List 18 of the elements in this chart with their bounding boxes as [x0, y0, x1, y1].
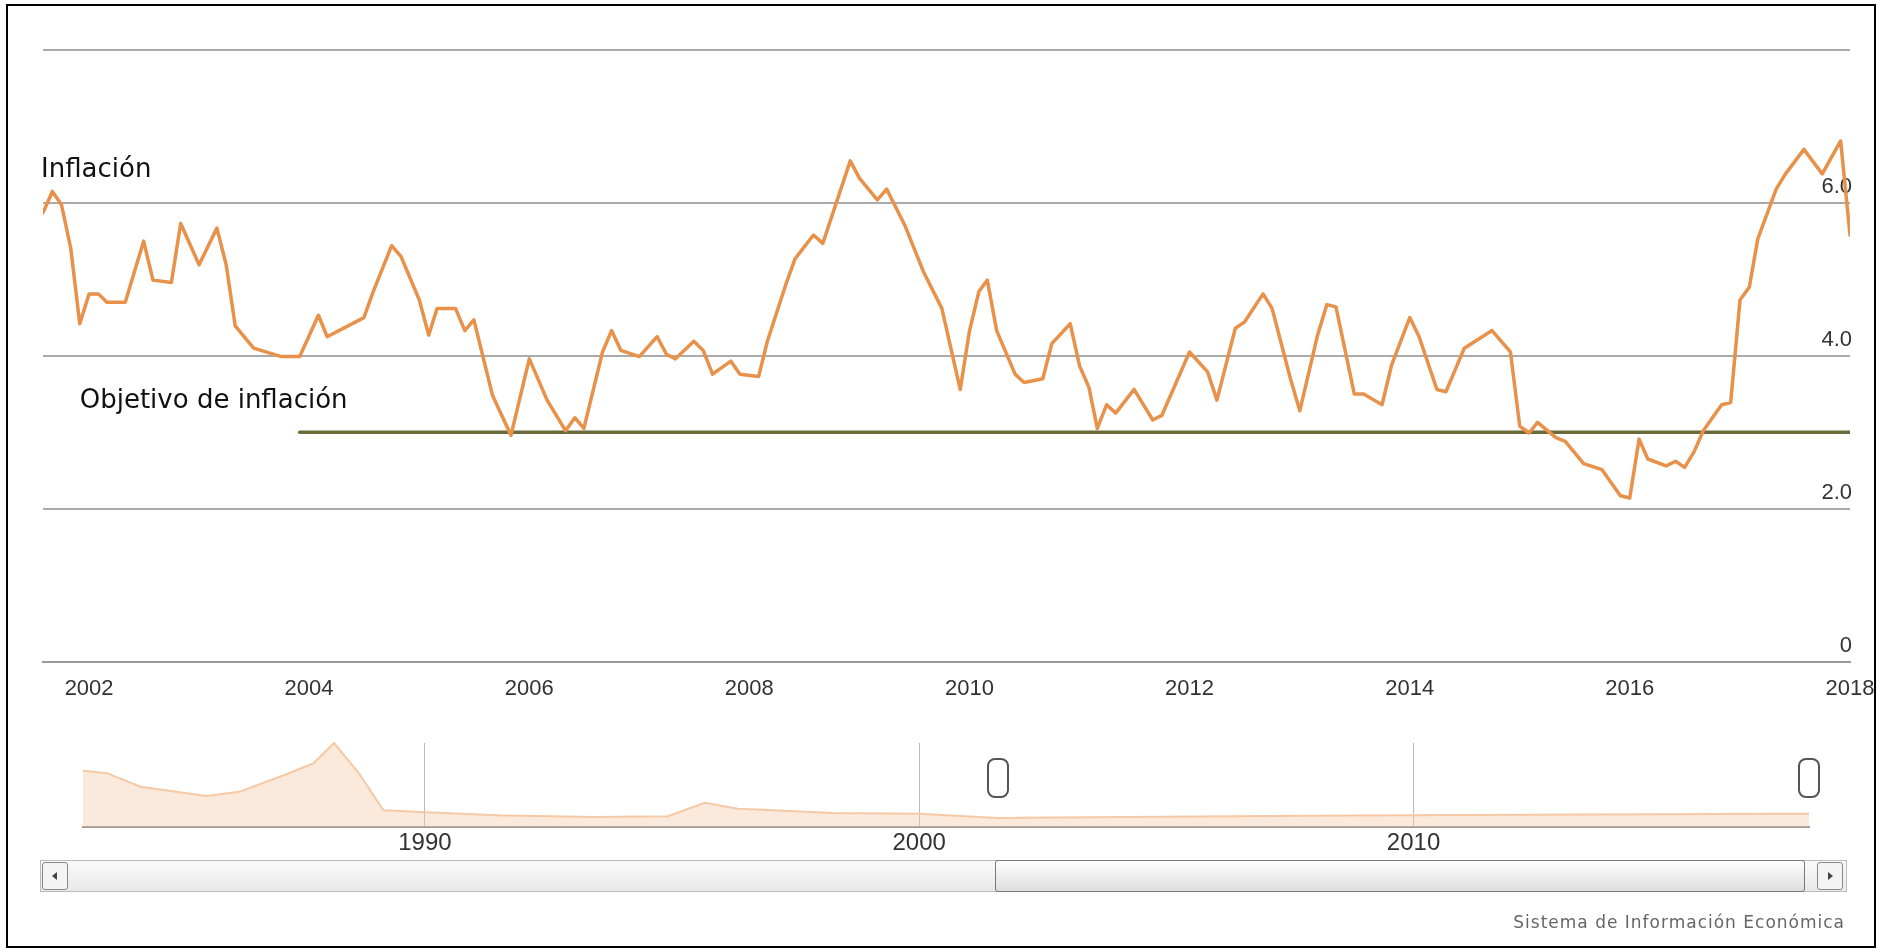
x-tick-label: 2012 [1165, 674, 1214, 700]
y-tick-label: 4.0 [1821, 325, 1852, 351]
x-tick-label: 2004 [284, 674, 334, 700]
y-tick-label: 0 [1839, 631, 1852, 657]
x-tick-label: 2010 [945, 674, 995, 700]
x-tick-label: 2006 [504, 674, 554, 700]
x-tick-label: 2018 [1825, 674, 1875, 700]
x-tick-label: 2000 [892, 828, 946, 856]
x-tick-label: 2008 [724, 674, 774, 700]
x-tick-label: 1990 [398, 828, 452, 856]
x-tick-label: 2014 [1385, 674, 1435, 700]
y-tick-label: 2.0 [1821, 478, 1852, 504]
series-label: Objetivo de inflación [79, 384, 348, 414]
x-tick-label: 2010 [1386, 828, 1441, 856]
x-tick-label: 2016 [1605, 674, 1655, 700]
text: Sistema de Información Económica [1513, 912, 1845, 932]
series-label: Inflación [41, 152, 152, 183]
x-tick-label: 2002 [64, 674, 114, 700]
